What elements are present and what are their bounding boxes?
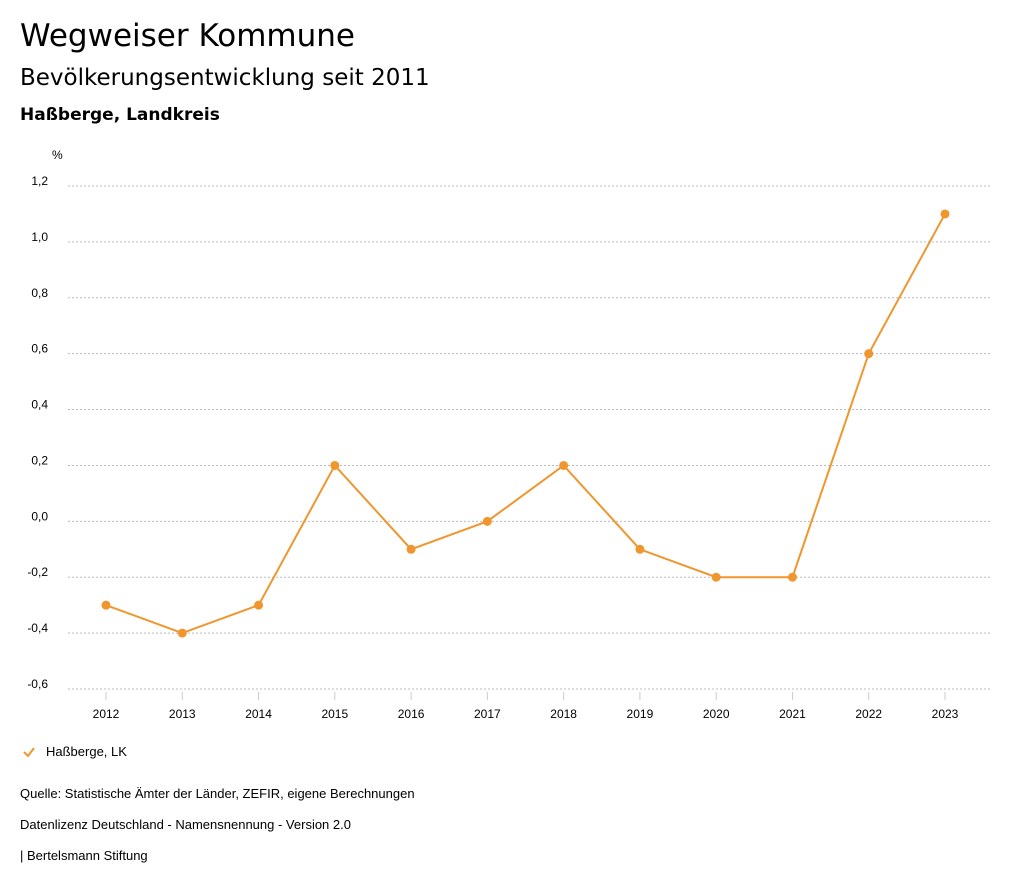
x-tick-label: 2015	[321, 707, 348, 721]
data-point	[787, 572, 797, 582]
x-tick-label: 2021	[779, 707, 806, 721]
x-tick-label: 2023	[932, 707, 959, 721]
line-chart: % -0,6 -0,4 -0,2 0,0 0,2 0,4 0,6 0,8 1,0 1,2 2012 2…	[27, 148, 990, 721]
y-tick-label: 1,2	[31, 174, 48, 188]
data-point	[254, 600, 264, 610]
data-point	[864, 349, 874, 359]
page-title: Wegweiser Kommune	[20, 18, 355, 54]
region-title: Haßberge, Landkreis	[20, 105, 220, 125]
x-tick-label: 2013	[169, 707, 196, 721]
data-point	[940, 209, 950, 219]
y-tick-label: -0,2	[27, 565, 48, 579]
source-text: Quelle: Statistische Ämter der Länder, Z…	[20, 786, 415, 801]
x-tick-label: 2012	[93, 707, 120, 721]
x-tick-label: 2016	[398, 707, 425, 721]
data-point	[177, 628, 187, 638]
data-point	[559, 460, 569, 470]
y-axis-label: %	[52, 148, 63, 162]
y-tick-label: 1,0	[31, 230, 48, 244]
data-point	[101, 600, 111, 610]
publisher-text: | Bertelsmann Stiftung	[20, 848, 148, 863]
y-tick-label: 0,8	[31, 286, 48, 300]
data-point	[711, 572, 721, 582]
x-tick-label: 2017	[474, 707, 501, 721]
x-tick-label: 2014	[245, 707, 272, 721]
y-tick-label: 0,4	[31, 398, 48, 412]
check-icon	[23, 746, 35, 758]
y-tick-label: 0,2	[31, 453, 48, 467]
legend-item[interactable]: Haßberge, LK	[22, 744, 127, 759]
y-tick-label: -0,4	[27, 621, 48, 635]
legend-label: Haßberge, LK	[46, 744, 127, 759]
data-point	[406, 544, 416, 554]
x-tick-label: 2018	[550, 707, 577, 721]
x-tick-label: 2020	[703, 707, 730, 721]
data-point	[482, 516, 492, 526]
chart-subtitle: Bevölkerungsentwicklung seit 2011	[20, 65, 430, 91]
series-line	[105, 213, 946, 635]
y-tick-label: -0,6	[27, 677, 48, 691]
x-tick-label: 2019	[627, 707, 654, 721]
data-point	[330, 460, 340, 470]
license-text: Datenlizenz Deutschland - Namensnennung …	[20, 817, 351, 832]
y-tick-label: 0,0	[31, 509, 48, 523]
x-tick-label: 2022	[855, 707, 882, 721]
y-tick-label: 0,6	[31, 342, 48, 356]
data-point	[635, 544, 645, 554]
